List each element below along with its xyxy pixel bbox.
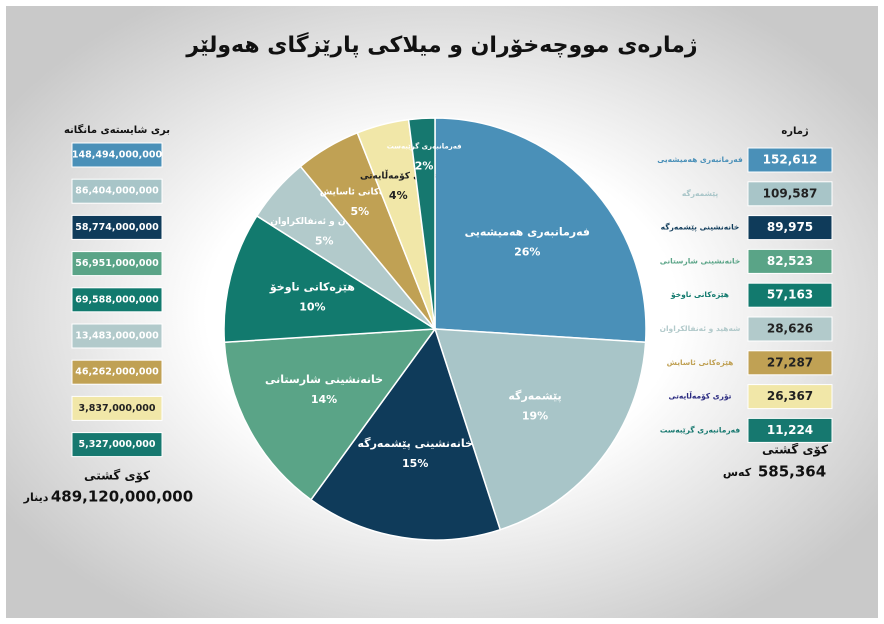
count-value: 89,975 bbox=[767, 220, 813, 234]
slice-label: فەرمانبەری هەمیشەیی bbox=[465, 225, 590, 238]
salary-value: 46,262,000,000 bbox=[75, 367, 159, 378]
chart-title: ژمارەی مووچەخۆران و میلاکی پارێزگای هەول… bbox=[185, 31, 697, 58]
pie-slice bbox=[433, 328, 647, 531]
count-box bbox=[747, 384, 833, 410]
salary-header: بری شایستەی مانگانە bbox=[64, 123, 170, 136]
count-value: 26,367 bbox=[767, 389, 813, 403]
count-total: 585,364 bbox=[758, 463, 826, 481]
slice-percent: 26% bbox=[514, 245, 540, 258]
slice-percent: 15% bbox=[402, 457, 428, 470]
count-value: 11,224 bbox=[767, 423, 813, 437]
salary-value: 58,774,000,000 bbox=[75, 222, 159, 233]
slice-percent: 5% bbox=[315, 234, 334, 247]
pie-slice bbox=[407, 117, 436, 330]
salary-value: 148,494,000,000 bbox=[72, 150, 163, 161]
salary-value: 13,483,000,000 bbox=[75, 331, 159, 342]
count-label: هێزەکانی ناوخۆ bbox=[670, 290, 729, 299]
salary-box bbox=[71, 287, 163, 313]
salary-box bbox=[71, 251, 163, 277]
slice-percent: 14% bbox=[311, 393, 337, 406]
salary-box bbox=[71, 432, 163, 458]
count-label: فەرمانبەری گرێبەست bbox=[660, 425, 740, 434]
salary-unit: دینار bbox=[23, 491, 49, 504]
count-label: هێزەکانی ئاسایش bbox=[667, 358, 734, 367]
count-box bbox=[747, 147, 833, 173]
count-label: تۆری کۆمەڵایەتی bbox=[669, 391, 732, 401]
slice-percent: 4% bbox=[389, 189, 408, 202]
slice-percent: 2% bbox=[415, 159, 434, 172]
count-value: 82,523 bbox=[767, 254, 813, 268]
count-box bbox=[747, 350, 833, 376]
slice-label: پێشمەرگە bbox=[508, 390, 561, 403]
salary-box bbox=[71, 142, 163, 168]
count-value: 27,287 bbox=[767, 355, 813, 369]
count-box bbox=[747, 316, 833, 342]
salary-value: 86,404,000,000 bbox=[75, 186, 159, 197]
count-box bbox=[747, 181, 833, 207]
count-box bbox=[747, 282, 833, 308]
count-label: خانەنشینی پێشمەرگە bbox=[661, 223, 740, 232]
salary-box bbox=[71, 214, 163, 240]
pie-slice bbox=[223, 328, 437, 501]
count-unit: کەس bbox=[723, 466, 752, 479]
slice-label: هێزەکانی ناوخۆ bbox=[269, 281, 355, 294]
count-label: پێشمەرگە bbox=[682, 189, 718, 198]
salary-box bbox=[71, 323, 163, 349]
slice-label: خانەنشینی شارستانی bbox=[265, 373, 383, 386]
slice-label: شەهیدان و ئەنفالکراوان bbox=[270, 217, 378, 227]
slice-percent: 5% bbox=[350, 205, 369, 218]
salary-value: 5,327,000,000 bbox=[79, 439, 156, 450]
salary-box bbox=[71, 395, 163, 421]
slice-percent: 19% bbox=[522, 410, 548, 423]
slice-label: فەرمانبەری گرێبەست bbox=[387, 141, 462, 150]
pie-slice bbox=[309, 327, 502, 541]
count-value: 152,612 bbox=[763, 153, 818, 167]
count-header: ژمارە bbox=[781, 126, 809, 137]
slice-label: خانەنشینی پێشمەرگە bbox=[358, 437, 473, 450]
salary-value: 69,588,000,000 bbox=[75, 294, 159, 305]
count-total-label: کۆی گشتی bbox=[762, 443, 828, 458]
salary-total: 489,120,000,000 bbox=[51, 488, 193, 506]
count-box bbox=[747, 215, 833, 241]
count-box bbox=[747, 417, 833, 443]
count-value: 57,163 bbox=[767, 288, 813, 302]
count-value: 28,626 bbox=[767, 322, 813, 336]
pie-slice bbox=[223, 214, 438, 344]
count-label: شەهید و ئەنفالکراوان bbox=[660, 324, 741, 333]
salary-box bbox=[71, 178, 163, 204]
salary-box bbox=[71, 359, 163, 385]
slice-label: هێزەکانی ئاسایش bbox=[320, 187, 400, 197]
pie-slice bbox=[434, 117, 647, 344]
salary-total-label: کۆی گشتی bbox=[84, 469, 150, 484]
count-value: 109,587 bbox=[763, 186, 818, 200]
count-label: فەرمانبەری هەمیشەیی bbox=[657, 155, 743, 164]
count-box bbox=[747, 248, 833, 274]
salary-value: 3,837,000,000 bbox=[79, 403, 156, 414]
salary-value: 56,951,000,000 bbox=[75, 258, 159, 269]
count-label: خانەنشینی شارستانی bbox=[660, 256, 741, 265]
slice-percent: 10% bbox=[299, 301, 325, 314]
